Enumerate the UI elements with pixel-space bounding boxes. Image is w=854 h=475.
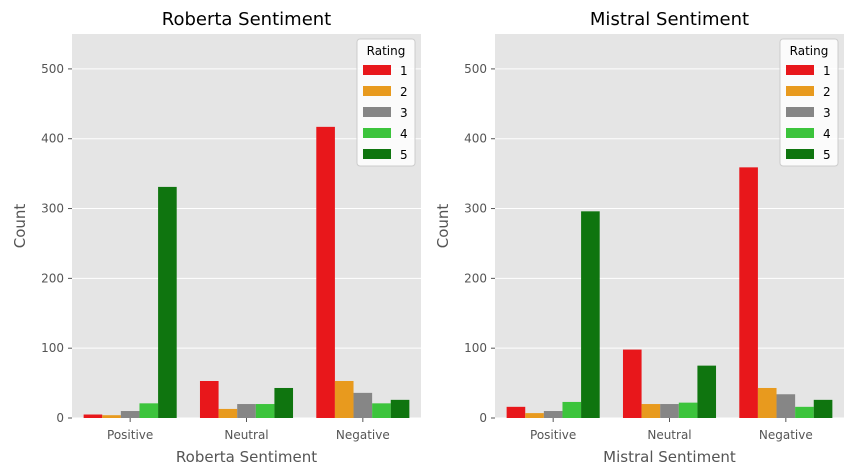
bar-negative-rating-5 <box>813 399 833 418</box>
x-tick-label-positive: Positive <box>107 428 153 442</box>
x-tick-label-negative: Negative <box>336 428 390 442</box>
bar-neutral-rating-1 <box>622 349 642 418</box>
bar-neutral-rating-5 <box>697 365 717 418</box>
y-tick-label: 400 <box>464 132 487 146</box>
y-tick-label: 300 <box>464 202 487 216</box>
chart-title: Roberta Sentiment <box>162 9 331 30</box>
legend-swatch-3 <box>363 107 391 117</box>
bar-positive-rating-3 <box>543 411 563 418</box>
bar-neutral-rating-1 <box>199 380 219 418</box>
bar-positive-rating-5 <box>158 186 177 418</box>
bar-negative-rating-1 <box>316 126 335 418</box>
legend-swatch-5 <box>363 149 391 159</box>
bar-negative-rating-3 <box>776 394 796 418</box>
y-tick-label: 100 <box>41 341 64 355</box>
y-tick-label: 0 <box>56 411 64 425</box>
legend-title: Rating <box>367 44 406 58</box>
y-tick-label: 500 <box>464 62 487 76</box>
y-tick-label: 500 <box>41 62 64 76</box>
legend-entry-4: 4 <box>400 127 408 141</box>
bar-positive-rating-3 <box>120 411 140 418</box>
legend-box <box>356 38 416 167</box>
legend-swatch-1 <box>363 65 391 75</box>
legend-entry-5: 5 <box>823 148 831 162</box>
legend-entry-5: 5 <box>400 148 408 162</box>
legend-title: Rating <box>790 44 829 58</box>
y-tick-label: 0 <box>479 411 487 425</box>
legend-entry-4: 4 <box>823 127 831 141</box>
x-tick-label-positive: Positive <box>530 428 576 442</box>
chart-mistral-sentiment: 0 100 200 300 400 500 Positive Neutral Negative M… <box>434 9 844 466</box>
bar-positive-rating-5 <box>581 211 600 418</box>
y-tick-label: 200 <box>464 271 487 285</box>
bar-negative-rating-1 <box>739 167 758 418</box>
bar-negative-rating-2 <box>334 380 354 418</box>
legend-entry-1: 1 <box>400 64 408 78</box>
bar-neutral-rating-4 <box>255 404 275 418</box>
bar-positive-rating-4 <box>562 401 582 418</box>
y-tick-label: 400 <box>41 132 64 146</box>
legend-swatch-4 <box>786 128 814 138</box>
bar-negative-rating-4 <box>795 406 814 418</box>
bar-negative-rating-2 <box>757 387 777 418</box>
legend-entry-2: 2 <box>823 85 831 99</box>
legend-swatch-4 <box>363 128 391 138</box>
x-tick-label-neutral: Neutral <box>647 428 691 442</box>
y-axis-label: Count <box>434 204 452 249</box>
x-axis-label: Roberta Sentiment <box>176 448 317 466</box>
legend: Rating 1 2 3 4 5 <box>356 38 416 167</box>
legend-entry-3: 3 <box>823 106 831 120</box>
legend-box <box>779 38 839 167</box>
bar-positive-rating-1 <box>83 414 103 418</box>
bar-negative-rating-4 <box>372 403 391 418</box>
legend-entry-1: 1 <box>823 64 831 78</box>
legend-swatch-3 <box>786 107 814 117</box>
bar-neutral-rating-5 <box>274 387 294 418</box>
bar-positive-rating-4 <box>139 403 159 418</box>
bar-neutral-rating-3 <box>660 404 679 418</box>
x-axis-label: Mistral Sentiment <box>603 448 736 466</box>
bar-negative-rating-3 <box>353 392 373 418</box>
legend: Rating 1 2 3 4 5 <box>779 38 839 167</box>
chart-roberta-sentiment: 0 100 200 300 400 500 Positive Neutral Negative R… <box>11 9 421 466</box>
bar-positive-rating-1 <box>506 406 526 418</box>
x-tick-label-neutral: Neutral <box>224 428 268 442</box>
legend-swatch-1 <box>786 65 814 75</box>
y-tick-label: 200 <box>41 271 64 285</box>
legend-entry-3: 3 <box>400 106 408 120</box>
legend-swatch-5 <box>786 149 814 159</box>
x-tick-label-negative: Negative <box>759 428 813 442</box>
chart-title: Mistral Sentiment <box>590 9 749 30</box>
y-tick-label: 300 <box>41 202 64 216</box>
bar-neutral-rating-4 <box>678 402 698 418</box>
bar-neutral-rating-3 <box>237 404 256 418</box>
y-axis-label: Count <box>11 204 29 249</box>
bar-neutral-rating-2 <box>218 408 238 418</box>
bar-positive-rating-2 <box>525 413 544 418</box>
bar-negative-rating-5 <box>390 399 410 418</box>
legend-entry-2: 2 <box>400 85 408 99</box>
bar-neutral-rating-2 <box>641 404 661 418</box>
legend-swatch-2 <box>786 86 814 96</box>
legend-swatch-2 <box>363 86 391 96</box>
y-tick-label: 100 <box>464 341 487 355</box>
bar-positive-rating-2 <box>102 415 121 418</box>
